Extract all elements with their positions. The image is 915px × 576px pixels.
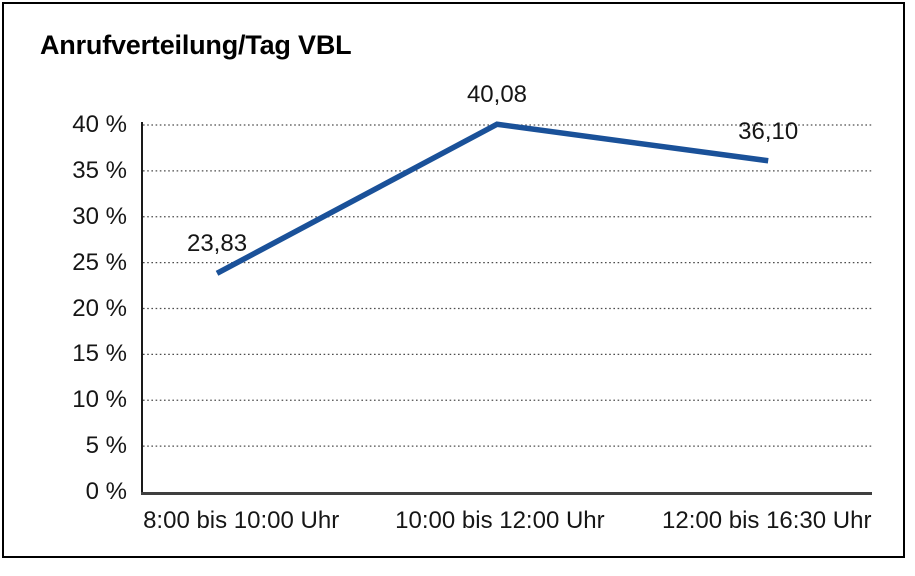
y-axis-tick-label: 15 % (72, 340, 127, 368)
y-axis-tick-label: 5 % (85, 432, 127, 460)
data-point-label: 23,83 (186, 230, 248, 258)
y-axis-tick-label: 20 % (72, 294, 127, 322)
x-axis-category-label: 8:00 bis 10:00 Uhr (143, 507, 340, 534)
y-axis-tick-label: 10 % (72, 386, 127, 414)
y-axis-tick-label: 40 % (72, 111, 127, 138)
y-axis-tick-label: 25 % (72, 248, 127, 276)
y-axis-tick-label: 0 % (85, 478, 127, 505)
y-axis-tick-label: 35 % (72, 156, 127, 184)
x-axis-category-label: 12:00 bis 16:30 Uhr (661, 507, 872, 534)
x-axis-category-label: 10:00 bis 12:00 Uhr (395, 507, 605, 534)
data-point-label: 36,10 (738, 117, 799, 145)
chart-border-frame (2, 2, 905, 558)
chart-title: Anrufverteilung/Tag VBL (40, 30, 352, 60)
y-axis-tick-label: 30 % (72, 202, 127, 230)
series-line (215, 121, 769, 276)
data-point-label: 40,08 (466, 81, 528, 109)
